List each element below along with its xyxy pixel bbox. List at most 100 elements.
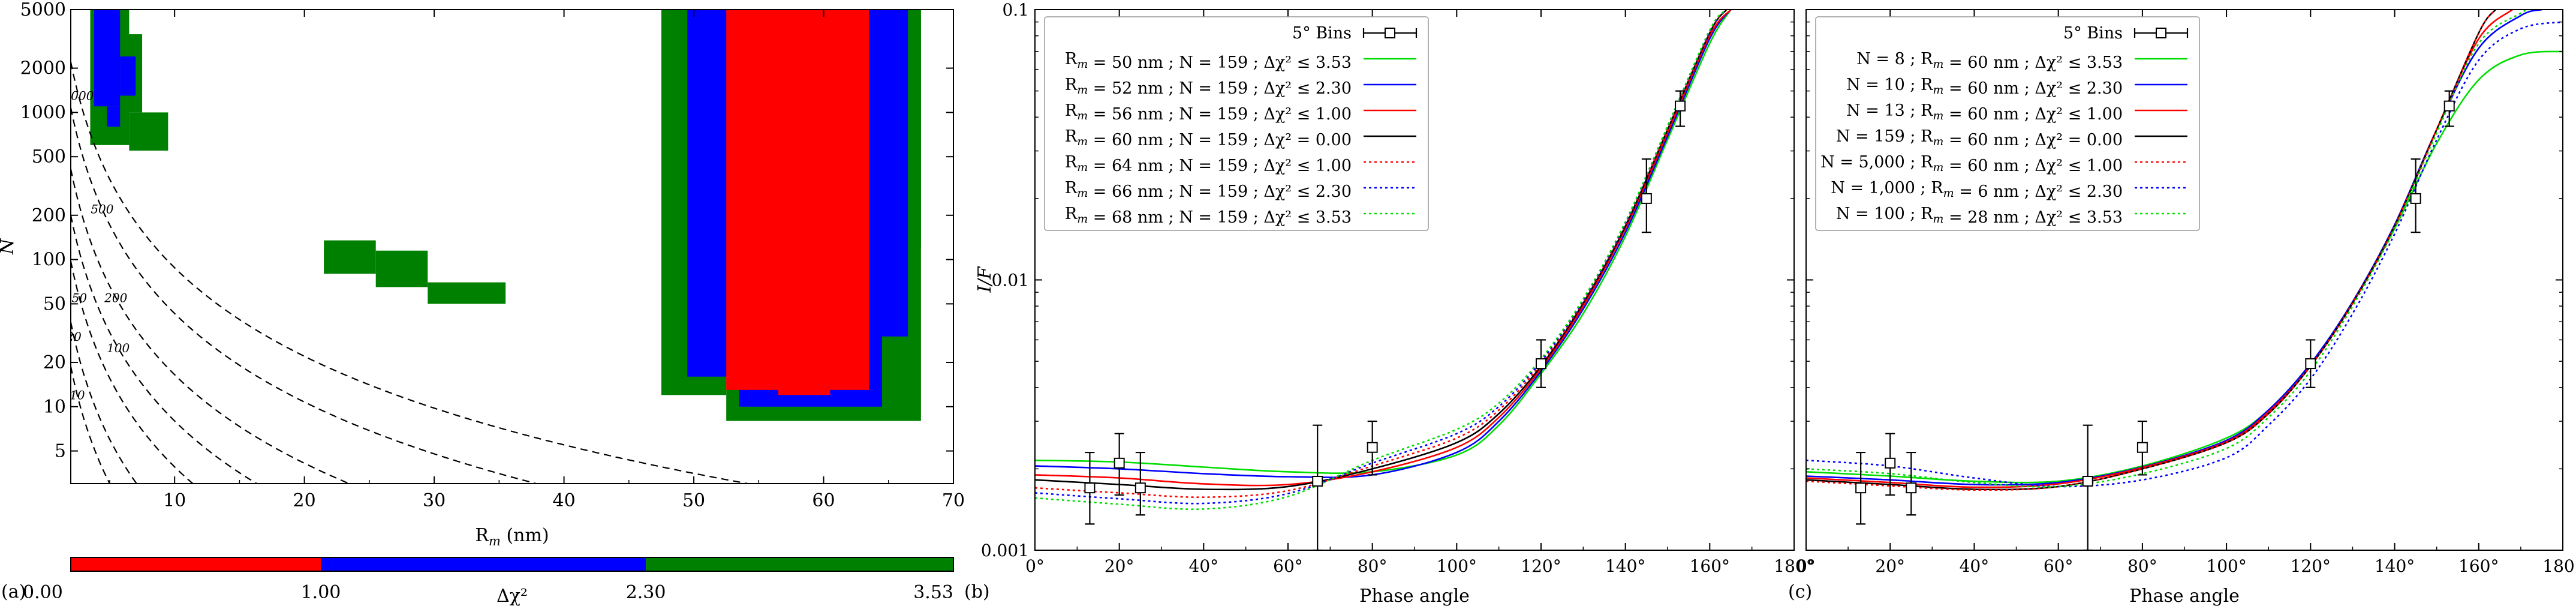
region-cell-green bbox=[428, 282, 506, 304]
colorbar-tick-label: 0.00 bbox=[23, 582, 63, 603]
legend-bins-marker bbox=[2156, 28, 2166, 38]
b-ylabel: I/F bbox=[974, 266, 995, 293]
bin-marker bbox=[2136, 442, 2148, 453]
bin-marker bbox=[1675, 100, 1686, 112]
panel-b-phase-curve: 0° 20° 40° 60° 80° 100° 120° 140° 160° 180°0.0010… bbox=[964, 0, 1814, 607]
legend-bins-label: 5° Bins bbox=[2063, 24, 2123, 43]
a-colorbar: 0.00 1.00 2.30 3.53 Δχ² bbox=[23, 557, 954, 607]
contour-label: 50 bbox=[72, 290, 88, 305]
x-tick-label: 20° bbox=[1875, 556, 1905, 576]
a-y-tick-label: 5000 bbox=[20, 0, 66, 20]
b-axes: 0° 20° 40° 60° 80° 100° 120° 140° 160° 180°0.0010… bbox=[981, 0, 1814, 576]
bin-marker bbox=[1367, 442, 1378, 453]
contour-label: 200 bbox=[104, 290, 127, 305]
a-x-tick-label: 10 bbox=[163, 490, 186, 511]
b-xlabel: Phase angle bbox=[1359, 586, 1470, 607]
contour-label: 100 bbox=[107, 341, 130, 355]
a-y-tick-label: 10 bbox=[43, 397, 66, 418]
x-tick-label: 20° bbox=[1105, 556, 1134, 576]
legend-label: Rm = 60 nm ; N = 159 ; Δχ² = 0.00 bbox=[1065, 127, 1352, 149]
bin-marker bbox=[1855, 482, 1867, 494]
contour-label: 20 bbox=[65, 329, 82, 344]
c-legend: 5° Bins N = 8 ; Rm = 60 nm ; Δχ² ≤ 3.53 N … bbox=[1815, 16, 2200, 231]
c-panel-label: (c) bbox=[1788, 581, 1812, 602]
a-xlabel: Rm (nm) bbox=[475, 525, 549, 548]
c-model-curves bbox=[1806, 10, 2563, 491]
legend-bins-marker bbox=[1385, 28, 1395, 38]
region-cell-red bbox=[726, 10, 869, 390]
bin-marker bbox=[2082, 475, 2093, 487]
x-tick-label: 80° bbox=[1358, 556, 1388, 576]
contour-line bbox=[71, 366, 111, 484]
a-x-tick-label: 30 bbox=[423, 490, 446, 511]
a-axes: 10 20 30 40 50 60 70 5 10 20 50 100 200 500 1000 2000 50… bbox=[20, 0, 965, 511]
x-tick-label: 180° bbox=[2542, 556, 2576, 576]
y-tick-label: 0.01 bbox=[992, 271, 1029, 290]
x-tick-label: 0° bbox=[1796, 556, 1816, 576]
b-binned-data bbox=[1084, 90, 1686, 550]
x-tick-label: 100° bbox=[2206, 556, 2246, 576]
legend-label: N = 8 ; Rm = 60 nm ; Δχ² ≤ 3.53 bbox=[1856, 50, 2123, 72]
region-cell-blue bbox=[120, 56, 136, 96]
series-line bbox=[1035, 10, 1728, 499]
x-tick-label: 100° bbox=[1437, 556, 1477, 576]
x-tick-label: 0° bbox=[1025, 556, 1045, 576]
x-tick-label: 120° bbox=[1521, 556, 1561, 576]
c-binned-data bbox=[1855, 90, 2455, 550]
colorbar-segment-blue bbox=[320, 557, 646, 571]
a-y-tick-label: 50 bbox=[43, 293, 66, 314]
a-x-tick-label: 50 bbox=[682, 490, 705, 511]
a-y-tick-label: 2000 bbox=[20, 58, 66, 79]
legend-box bbox=[1044, 16, 1429, 231]
colorbar-tick-label: 3.53 bbox=[913, 582, 953, 603]
region-cell-green bbox=[375, 250, 428, 287]
legend-label: Rm = 64 nm ; N = 159 ; Δχ² ≤ 1.00 bbox=[1065, 153, 1352, 175]
legend-label: N = 159 ; Rm = 60 nm ; Δχ² = 0.00 bbox=[1836, 127, 2123, 149]
c-axes: 0° 20° 40° 60° 80° 100° 120° 140° 160° 180° bbox=[1796, 9, 2576, 576]
legend-label: N = 5,000 ; Rm = 60 nm ; Δχ² ≤ 1.00 bbox=[1820, 153, 2123, 175]
contour-label: 10 bbox=[70, 388, 85, 402]
bin-marker bbox=[1536, 358, 1546, 370]
x-tick-label: 80° bbox=[2127, 556, 2157, 576]
legend-label: Rm = 52 nm ; N = 159 ; Δχ² ≤ 2.30 bbox=[1065, 76, 1352, 98]
a-x-tick-label: 60 bbox=[812, 490, 835, 511]
series-line bbox=[1035, 10, 1732, 475]
legend-label: Rm = 68 nm ; N = 159 ; Δχ² ≤ 3.53 bbox=[1065, 205, 1352, 227]
contour-label: 1000 bbox=[64, 88, 94, 103]
bin-marker bbox=[2443, 100, 2455, 112]
legend-label: N = 100 ; Rm = 28 nm ; Δχ² ≤ 3.53 bbox=[1836, 205, 2123, 227]
b-legend: 5° Bins Rm = 50 nm ; N = 159 ; Δχ² ≤ 3.53… bbox=[1044, 16, 1429, 231]
legend-label: N = 1,000 ; Rm = 6 nm ; Δχ² ≤ 2.30 bbox=[1831, 179, 2123, 201]
b-model-curves bbox=[1035, 10, 1732, 511]
region-cell-red bbox=[778, 385, 830, 395]
panel-c-phase-curve: 0° 20° 40° 60° 80° 100° 120° 140° 160° 180° 5° Bi… bbox=[1788, 9, 2576, 607]
series-line bbox=[1806, 21, 2563, 488]
series-line bbox=[1035, 10, 1728, 491]
c-xlabel: Phase angle bbox=[2129, 586, 2240, 607]
colorbar-tick-label: 2.30 bbox=[626, 582, 666, 603]
legend-box bbox=[1815, 16, 2200, 231]
bin-marker bbox=[1641, 193, 1652, 204]
a-colorbar-frame bbox=[70, 557, 954, 572]
series-line bbox=[1806, 10, 2542, 486]
series-line bbox=[1806, 10, 2496, 491]
x-tick-label: 60° bbox=[2044, 556, 2074, 576]
legend-label: N = 10 ; Rm = 60 nm ; Δχ² ≤ 2.30 bbox=[1846, 76, 2123, 98]
legend-label: Rm = 50 nm ; N = 159 ; Δχ² ≤ 3.53 bbox=[1065, 50, 1352, 72]
a-panel-label: (a) bbox=[1, 581, 26, 602]
a-y-tick-label: 500 bbox=[32, 146, 66, 167]
legend-bins-label: 5° Bins bbox=[1292, 24, 1352, 43]
a-y-tick-label: 100 bbox=[32, 250, 66, 271]
colorbar-tick-label: 1.00 bbox=[301, 582, 341, 603]
a-y-tick-label: 200 bbox=[32, 205, 66, 226]
bin-marker bbox=[1312, 475, 1323, 487]
x-tick-label: 160° bbox=[2458, 556, 2499, 576]
a-x-tick-label: 40 bbox=[552, 490, 575, 511]
y-tick-label: 0.001 bbox=[981, 541, 1029, 560]
x-tick-label: 40° bbox=[1189, 556, 1219, 576]
contour-line bbox=[71, 62, 752, 484]
a-colorbar-label: Δχ² bbox=[496, 586, 528, 607]
legend-label: Rm = 56 nm ; N = 159 ; Δχ² ≤ 1.00 bbox=[1065, 101, 1352, 124]
bin-marker bbox=[1134, 482, 1146, 494]
contour-label: 500 bbox=[91, 202, 113, 217]
